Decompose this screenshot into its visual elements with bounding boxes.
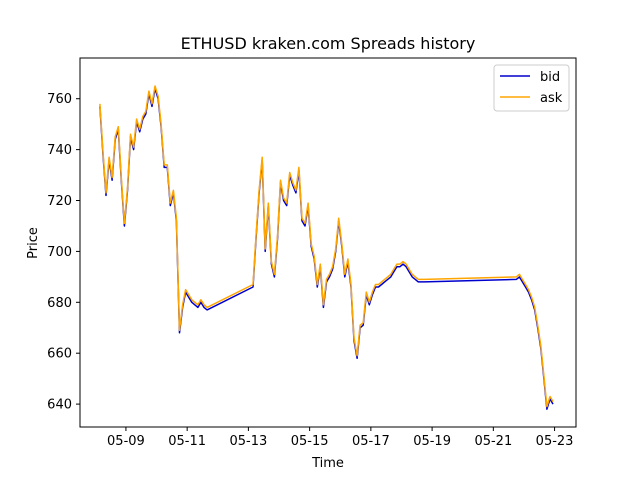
y-tick-label: 700 — [47, 245, 72, 260]
y-tick-label: 680 — [47, 296, 72, 311]
y-axis: 640 660 680 700 720 740 760 — [47, 92, 80, 413]
series-layer — [99, 85, 554, 410]
chart-title: ETHUSD kraken.com Spreads history — [181, 34, 476, 53]
x-axis: 05-09 05-11 05-13 05-15 05-17 05-19 05-21 05-23 — [107, 427, 573, 449]
y-tick-label: 760 — [47, 92, 72, 107]
x-tick-label: 05-15 — [291, 434, 329, 449]
y-tick-label: 640 — [47, 398, 72, 413]
x-axis-label: Time — [311, 456, 344, 471]
y-tick-label: 720 — [47, 194, 72, 209]
x-tick-label: 05-21 — [474, 434, 512, 449]
plot-frame — [79, 57, 577, 428]
legend-label-bid: bid — [540, 70, 560, 85]
series-line-ask — [99, 85, 554, 408]
y-tick-label: 740 — [47, 143, 72, 158]
x-tick-label: 05-17 — [352, 434, 390, 449]
legend-label-ask: ask — [540, 91, 563, 106]
x-tick-label: 05-09 — [107, 434, 145, 449]
y-tick-label: 660 — [47, 347, 72, 362]
y-axis-label: Price — [26, 227, 41, 259]
x-tick-label: 05-13 — [230, 434, 268, 449]
legend: bid ask — [493, 64, 570, 112]
x-tick-label: 05-19 — [413, 434, 451, 449]
x-tick-label: 05-11 — [168, 434, 206, 449]
x-tick-label: 05-23 — [536, 434, 574, 449]
